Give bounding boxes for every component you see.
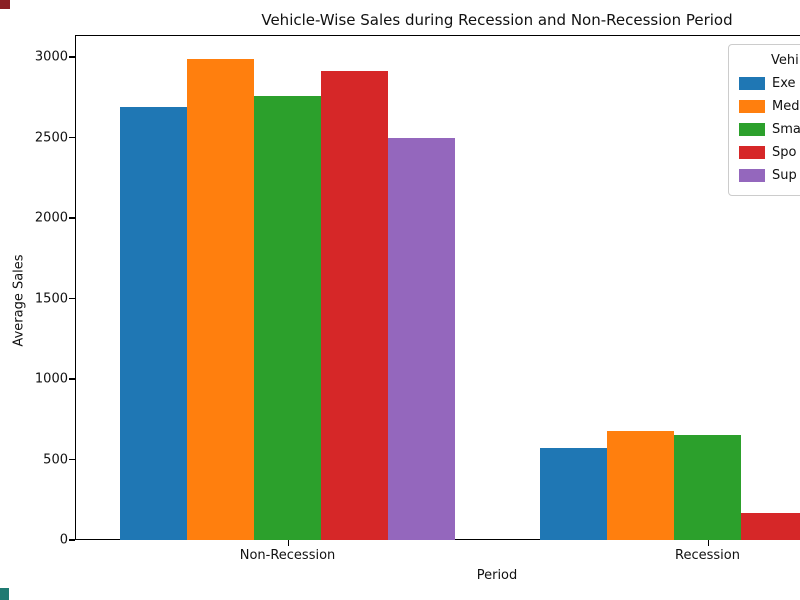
y-tick-mark bbox=[69, 136, 75, 139]
screen-artifact-top-left bbox=[0, 0, 10, 9]
y-tick-label: 2500 bbox=[34, 130, 68, 145]
y-tick-label: 1500 bbox=[34, 291, 68, 306]
bar-sma-non-recession bbox=[254, 95, 321, 540]
legend-swatch bbox=[739, 123, 765, 136]
y-tick-label: 500 bbox=[43, 452, 68, 467]
bar-sup-non-recession bbox=[388, 137, 455, 540]
bar-exe-recession bbox=[540, 448, 607, 540]
legend-label: Sma bbox=[772, 122, 800, 137]
legend-item-med: Med bbox=[739, 95, 800, 118]
y-tick-mark bbox=[69, 539, 75, 541]
legend-label: Med bbox=[772, 99, 800, 114]
y-tick-label: 1000 bbox=[34, 371, 68, 387]
legend-items: Exe Med Sma Spo Sup bbox=[739, 72, 800, 187]
legend-item-sup: Sup bbox=[739, 164, 800, 187]
legend: Vehi Exe Med Sma Spo Sup bbox=[728, 44, 800, 196]
bar-exe-non-recession bbox=[120, 106, 187, 540]
x-tick-label: Recession bbox=[675, 548, 740, 563]
y-tick-label: 0 bbox=[59, 532, 68, 548]
chart-title: Vehicle-Wise Sales during Recession and … bbox=[261, 11, 733, 29]
screen-artifact-bottom-left bbox=[0, 588, 9, 600]
x-tick-label: Non-Recession bbox=[239, 548, 336, 563]
legend-swatch bbox=[739, 100, 765, 113]
y-tick-mark bbox=[69, 378, 75, 380]
legend-title: Vehi bbox=[771, 53, 799, 68]
legend-label: Spo bbox=[772, 145, 797, 160]
y-tick-mark bbox=[69, 217, 75, 219]
y-tick-label: 3000 bbox=[34, 49, 68, 65]
legend-swatch bbox=[739, 169, 765, 182]
x-axis-label: Period bbox=[476, 568, 518, 583]
legend-item-exe: Exe bbox=[739, 72, 800, 95]
legend-swatch bbox=[739, 77, 765, 90]
legend-swatch bbox=[739, 146, 765, 159]
legend-label: Sup bbox=[772, 168, 797, 183]
bar-med-non-recession bbox=[187, 59, 254, 540]
bar-spo-recession bbox=[741, 512, 800, 540]
bar-sma-recession bbox=[674, 435, 741, 540]
legend-item-sma: Sma bbox=[739, 118, 800, 141]
y-tick-mark bbox=[69, 297, 75, 300]
y-tick-mark bbox=[69, 458, 75, 461]
legend-label: Exe bbox=[772, 76, 796, 91]
x-tick-mark bbox=[707, 540, 709, 546]
bar-spo-non-recession bbox=[321, 70, 388, 540]
x-tick-mark bbox=[287, 540, 289, 546]
y-tick-mark bbox=[69, 56, 75, 58]
y-tick-label: 2000 bbox=[34, 210, 68, 226]
bar-med-recession bbox=[607, 431, 674, 540]
legend-item-spo: Spo bbox=[739, 141, 800, 164]
